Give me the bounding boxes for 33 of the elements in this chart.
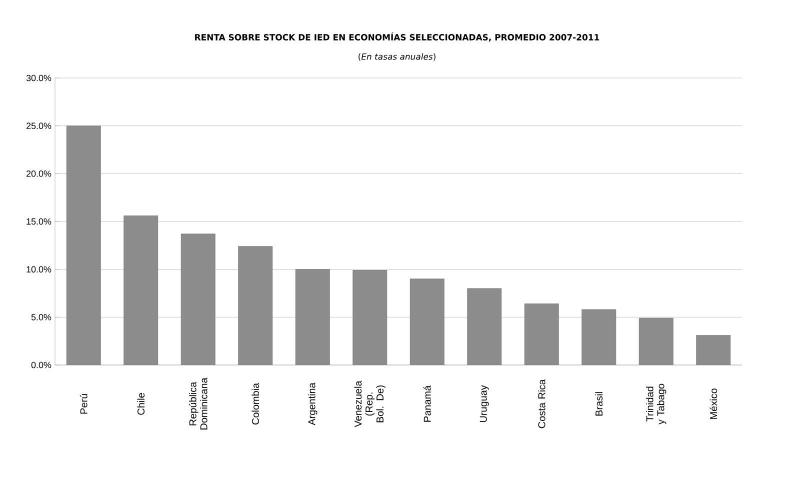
bar <box>180 234 216 365</box>
bar <box>467 288 502 365</box>
bar <box>696 335 731 365</box>
y-tick-label: 5.0% <box>31 314 52 320</box>
bar <box>352 270 388 365</box>
x-tick-label: Chile <box>137 393 145 415</box>
bar <box>295 269 330 365</box>
x-tick-label: República Dominicana <box>188 378 208 430</box>
bar <box>66 126 101 365</box>
x-tick-label: Panamá <box>423 385 431 422</box>
x-tick-label: Perú <box>80 394 88 414</box>
bar <box>124 216 158 365</box>
y-tick-label: 15.0% <box>26 218 52 225</box>
y-tick-label: 0.0% <box>31 362 52 368</box>
bar <box>238 246 273 365</box>
y-tick-label: 25.0% <box>26 122 52 130</box>
bar <box>410 278 444 365</box>
x-tick-label: Colombia <box>252 382 260 424</box>
x-tick-label: Uruguay <box>480 385 489 422</box>
bar <box>524 304 559 365</box>
x-tick-label: Argentina <box>308 382 318 426</box>
x-tick-label: Trinidad y Tabago <box>646 384 666 424</box>
x-tick-label: Costa Rica <box>538 379 546 428</box>
chart-title: RENTA SOBRE STOCK DE IED EN ECONOMÍAS SELECCIONADAS, PROMEDIO 2007-2011 <box>195 32 600 42</box>
x-tick-label: Brasil <box>595 392 603 416</box>
x-tick-label: Venezuela (Rep. Bol. De) <box>354 380 386 428</box>
y-tick-label: 30.0% <box>26 74 52 82</box>
bar <box>638 318 674 365</box>
y-tick-label: 10.0% <box>26 266 52 273</box>
y-tick-label: 20.0% <box>26 170 52 177</box>
chart-subtitle: (En tasas anuales) <box>358 53 436 61</box>
bar <box>582 309 616 365</box>
x-tick-label: México <box>710 388 718 419</box>
